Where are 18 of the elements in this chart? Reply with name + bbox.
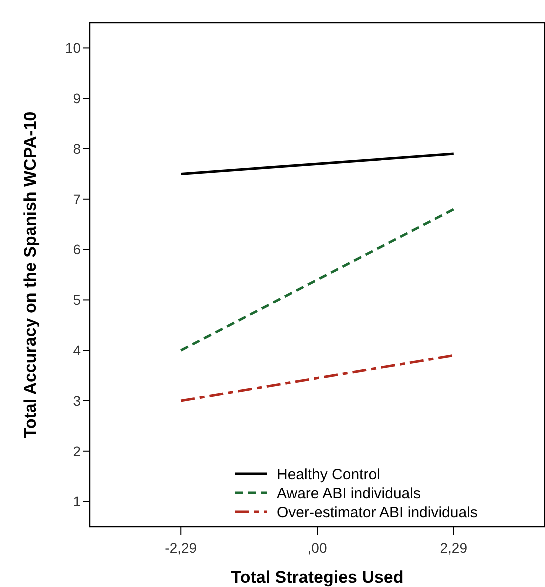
legend-label: Aware ABI individuals bbox=[277, 485, 421, 502]
x-tick-label: ,00 bbox=[308, 540, 328, 556]
y-tick-label: 5 bbox=[73, 292, 82, 308]
legend-label: Healthy Control bbox=[277, 466, 380, 484]
x-tick-label: -2,29 bbox=[165, 540, 198, 556]
y-tick-label: 2 bbox=[73, 443, 82, 460]
y-tick-label: 3 bbox=[73, 392, 82, 409]
legend-label: Over-estimator ABI individuals bbox=[277, 504, 478, 522]
x-axis-title: Total Strategies Used bbox=[231, 568, 404, 587]
y-tick-label: 7 bbox=[73, 191, 82, 208]
y-tick-label: 4 bbox=[73, 342, 82, 358]
y-tick-label: 1 bbox=[73, 494, 82, 510]
y-tick-label: 8 bbox=[73, 140, 82, 157]
y-tick-label: 6 bbox=[73, 242, 82, 258]
x-tick-label: 2,29 bbox=[440, 540, 468, 556]
y-tick-label: 9 bbox=[73, 90, 82, 106]
y-axis-title: Total Accuracy on the Spanish WCPA-10 bbox=[21, 112, 40, 438]
y-tick-label: 10 bbox=[65, 40, 82, 56]
